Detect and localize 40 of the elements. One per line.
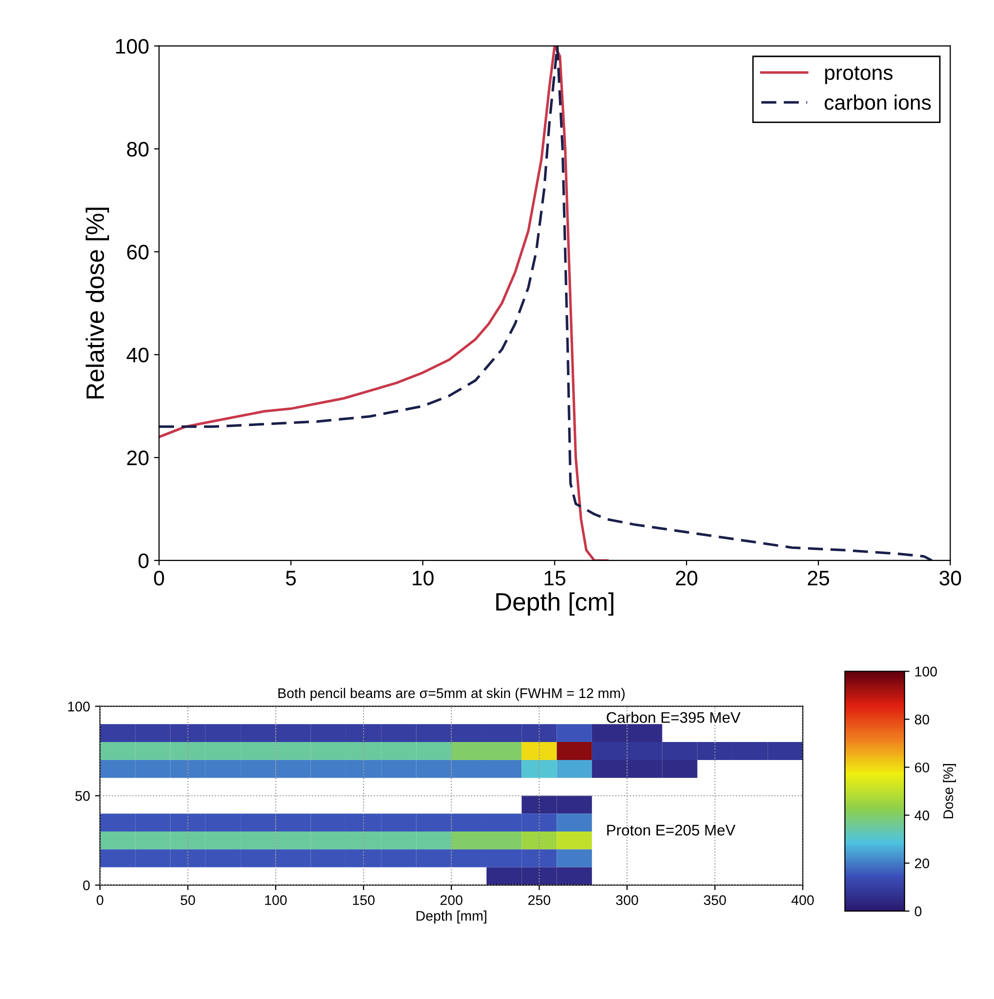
y-tick-label: 0 xyxy=(83,880,90,890)
x-tick-label: 300 xyxy=(616,895,638,906)
y-tick-label: 60 xyxy=(127,244,149,260)
color-bar-label: 0 xyxy=(914,906,922,916)
color-bar-label: 100 xyxy=(915,666,937,676)
color-bar-label: 60 xyxy=(914,762,930,772)
x-tick-label: 100 xyxy=(265,895,287,906)
x-tick-label: 150 xyxy=(353,895,375,906)
color-bar-label: 20 xyxy=(914,858,930,868)
color-bar-label: 80 xyxy=(914,714,930,724)
legend-label: carbon ions xyxy=(824,94,931,110)
x-tick-label: 30 xyxy=(939,570,962,586)
x-tick-label: 15 xyxy=(544,570,566,586)
annotation: Proton E=205 MeV xyxy=(607,824,736,836)
legend-label: protons xyxy=(825,66,893,84)
y-tick-label: 100 xyxy=(116,38,149,54)
y-tick-label: 20 xyxy=(127,450,149,466)
x-tick-label: 200 xyxy=(440,895,462,906)
chart-title: Both pencil beams are σ=5mm at skin (FWHM = 12 mm) xyxy=(278,688,625,701)
annotation: Carbon E=395 MeV xyxy=(606,712,741,723)
y-axis-title: Relative dose [%] xyxy=(86,208,110,398)
y-tick-label: 40 xyxy=(126,348,149,362)
color-bar-label: 40 xyxy=(914,810,930,820)
x-tick-label: 10 xyxy=(412,570,434,586)
x-tick-label: 20 xyxy=(676,570,698,586)
x-tick-label: 0 xyxy=(154,570,164,586)
y-tick-label: 50 xyxy=(75,791,90,801)
x-tick-label: 250 xyxy=(528,895,550,906)
x-tick-label: 25 xyxy=(808,570,830,586)
color-bar-title: Dose [%] xyxy=(942,764,956,818)
y-tick-label: 0 xyxy=(138,553,149,568)
x-tick-label: 400 xyxy=(791,895,814,906)
x-tick-label: 5 xyxy=(286,570,296,586)
y-tick-label: 100 xyxy=(68,702,90,712)
x-tick-label: 0 xyxy=(96,895,104,906)
x-axis-title: Depth [cm] xyxy=(496,592,614,616)
x-axis-title: Depth [mm] xyxy=(416,910,486,924)
x-tick-label: 350 xyxy=(704,895,726,906)
x-tick-label: 50 xyxy=(180,895,196,906)
y-tick-label: 80 xyxy=(127,142,149,157)
